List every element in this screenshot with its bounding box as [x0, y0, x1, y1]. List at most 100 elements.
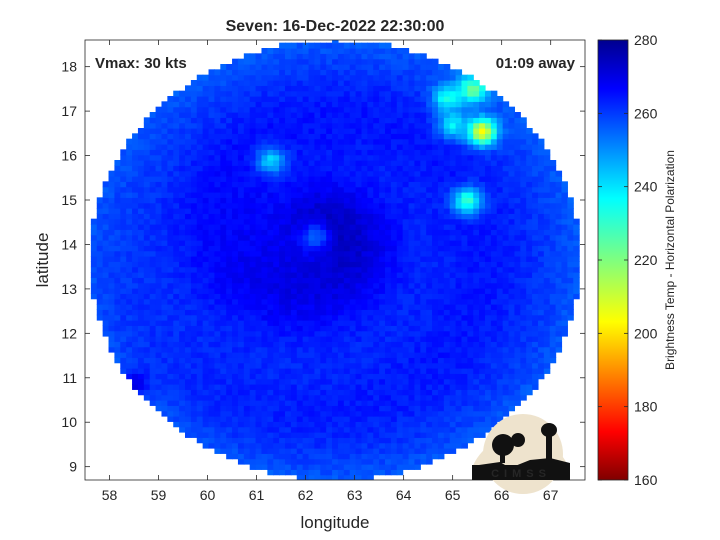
swath-cell: [220, 240, 227, 246]
swath-cell: [161, 170, 168, 177]
swath-cell: [396, 197, 404, 204]
swath-cell: [232, 213, 239, 220]
swath-cell: [337, 272, 345, 278]
swath-cell: [379, 96, 386, 102]
swath-cell: [549, 250, 557, 257]
swath-cell: [426, 442, 433, 449]
swath-cell: [237, 149, 245, 156]
swath-cell: [137, 176, 145, 182]
swath-cell: [514, 314, 521, 321]
swath-cell: [449, 416, 457, 422]
swath-cell: [296, 106, 304, 113]
swath-cell: [143, 197, 151, 204]
swath-cell: [273, 218, 280, 225]
swath-cell: [308, 432, 316, 438]
swath-cell: [290, 202, 298, 209]
swath-cell: [179, 405, 186, 412]
swath-cell: [120, 224, 127, 230]
swath-cell: [426, 378, 433, 385]
swath-cell: [196, 197, 204, 204]
swath-cell: [261, 362, 268, 369]
swath-cell: [179, 298, 186, 305]
swath-cell: [367, 240, 374, 246]
swath-cell: [214, 229, 221, 236]
swath-cell: [114, 293, 121, 300]
swath-cell: [426, 176, 433, 182]
swath-cell: [390, 464, 398, 470]
swath-cell: [143, 266, 151, 273]
swath-cell: [179, 346, 186, 353]
swath-cell: [326, 437, 333, 444]
swath-cell: [549, 208, 557, 214]
swath-cell: [355, 149, 363, 156]
swath-cell: [461, 165, 468, 172]
swath-cell: [326, 298, 333, 305]
swath-cell: [273, 357, 280, 364]
swath-cell: [255, 250, 263, 257]
swath-cell: [302, 101, 310, 108]
swath-cell: [220, 325, 227, 332]
swath-cell: [467, 96, 474, 102]
swath-cell: [208, 426, 216, 433]
swath-cell: [455, 309, 463, 316]
swath-cell: [190, 218, 198, 225]
swath-cell: [355, 416, 363, 422]
swath-cell: [326, 362, 333, 369]
swath-cell: [332, 197, 339, 204]
swath-cell: [137, 208, 145, 214]
swath-cell: [396, 442, 404, 449]
swath-cell: [455, 133, 463, 140]
swath-cell: [96, 197, 104, 204]
swath-cell: [355, 181, 363, 188]
swath-cell: [155, 277, 163, 284]
swath-cell: [208, 144, 216, 150]
swath-cell: [343, 117, 351, 124]
swath-cell: [267, 245, 274, 252]
swath-cell: [173, 106, 180, 113]
swath-cell: [290, 224, 298, 230]
swath-cell: [102, 282, 110, 289]
swath-cell: [420, 458, 427, 465]
swath-cell: [349, 448, 357, 454]
swath-cell: [537, 368, 545, 374]
swath-cell: [461, 197, 468, 204]
swath-cell: [214, 133, 221, 140]
swath-cell: [514, 389, 521, 396]
swath-cell: [314, 213, 321, 220]
swath-cell: [155, 138, 163, 145]
swath-cell: [408, 416, 416, 422]
swath-cell: [173, 362, 180, 369]
swath-cell: [267, 170, 274, 177]
swath-cell: [202, 181, 210, 188]
swath-cell: [526, 346, 533, 353]
swath-cell: [449, 293, 457, 300]
swath-cell: [202, 122, 210, 129]
swath-cell: [479, 410, 486, 417]
swath-cell: [208, 101, 216, 108]
swath-cell: [143, 133, 151, 140]
swath-cell: [173, 112, 180, 118]
swath-cell: [402, 458, 410, 465]
swath-cell: [449, 101, 457, 108]
swath-cell: [143, 325, 151, 332]
swath-cell: [485, 330, 492, 337]
swath-cell: [196, 202, 204, 209]
swath-cell: [143, 144, 151, 150]
swath-cell: [302, 304, 310, 310]
swath-cell: [520, 362, 527, 369]
swath-cell: [179, 304, 186, 310]
swath-cell: [473, 405, 480, 412]
swath-cell: [320, 128, 327, 134]
swath-cell: [385, 154, 392, 161]
swath-cell: [285, 272, 292, 278]
swath-cell: [302, 368, 310, 374]
swath-cell: [526, 229, 533, 236]
swath-cell: [261, 378, 268, 385]
swath-cell: [196, 368, 204, 374]
swath-cell: [396, 96, 404, 102]
swath-cell: [126, 176, 133, 182]
swath-cell: [514, 181, 521, 188]
swath-cell: [226, 304, 233, 310]
swath-cell: [567, 314, 574, 321]
swath-cell: [443, 234, 451, 241]
